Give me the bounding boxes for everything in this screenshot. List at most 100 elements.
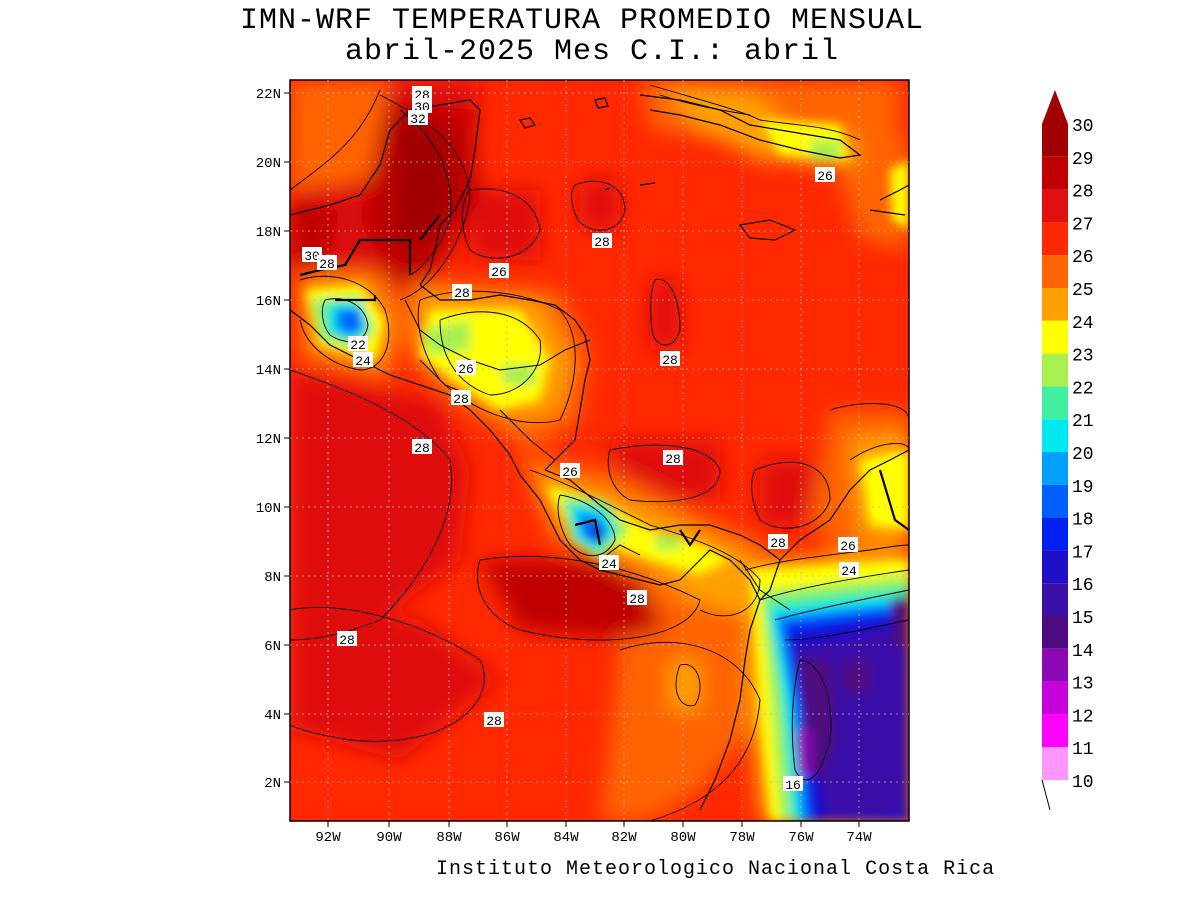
contour-label: 28 [317,255,337,272]
contour-label-text: 28 [665,452,681,467]
contour-label-text: 26 [817,169,833,184]
colorbar-label: 13 [1072,675,1094,695]
colorbar-label: 25 [1072,281,1094,301]
colorbar-swatch [1042,288,1068,321]
contour-lines [290,84,909,821]
colorbar: 30 29 28 27 26 25 24 23 22 21 20 19 18 17 16 15 14 13 12 11… [1041,90,1094,811]
colorbar-swatch [1042,648,1068,682]
lat-label: 10N [256,501,281,517]
colorbar-swatch [1042,747,1068,780]
contour-label: 24 [839,562,859,579]
contour-label-text: 24 [841,564,857,579]
contour-label: 26 [560,463,580,480]
contour-label: 28 [452,284,472,301]
lon-label: 78W [729,830,755,846]
colorbar-swatch [1042,353,1068,387]
lat-label: 22N [256,87,281,103]
colorbar-swatch [1042,452,1068,485]
lon-label: 84W [553,830,579,846]
colorbar-top-arrow [1042,90,1068,124]
colorbar-swatch [1042,222,1068,256]
colorbar-label: 28 [1072,183,1094,203]
contour-label: 28 [412,439,432,456]
colorbar-swatch [1042,484,1068,518]
contour-label-text: 26 [562,465,578,480]
colorbar-label: 12 [1072,707,1094,727]
colorbar-swatch [1042,517,1068,551]
contour-label-text: 28 [770,536,786,551]
contour-label-text: 26 [458,362,474,377]
contour-label: 28 [451,390,471,407]
temperature-field [290,80,909,821]
colorbar-swatch [1042,616,1068,649]
contour-label: 26 [815,167,835,184]
colorbar-swatch [1042,320,1068,354]
lat-label: 16N [256,294,281,310]
contour-label: 28 [337,631,357,648]
colorbar-label: 21 [1072,412,1094,432]
axes: 22N 20N 18N 16N 14N 12N 10N 8N 6N 4N 2N 92W 90W 88W 86… [256,87,872,846]
colorbar-swatch [1042,681,1068,715]
colorbar-label: 16 [1072,576,1094,596]
lat-label: 2N [264,776,281,792]
colorbar-label: 15 [1072,609,1094,629]
colorbar-label: 19 [1072,478,1094,498]
contour-label: 26 [456,360,476,377]
contour-label: 28 [768,534,788,551]
colorbar-label: 18 [1072,511,1094,531]
contour-label: 24 [599,555,619,572]
lat-label: 14N [256,363,281,379]
coastlines [290,94,909,811]
lat-label: 18N [256,225,281,241]
colorbar-swatch [1042,714,1068,748]
contour-label-text: 28 [662,353,678,368]
colorbar-swatch [1042,419,1068,452]
contour-label-text: 28 [453,392,469,407]
contour-label-text: 22 [350,338,366,353]
colorbar-label: 26 [1072,248,1094,268]
colorbar-label: 29 [1072,150,1094,170]
lat-label: 20N [256,156,281,172]
contour-label-text: 26 [491,265,507,280]
contour-label-text: 24 [355,354,371,369]
map-subtitle: abril-2025 Mes C.I.: abril [344,35,840,69]
contour-label-text: 24 [601,557,617,572]
contour-label: 16 [783,776,803,793]
lon-label: 92W [315,830,341,846]
lon-label: 86W [494,830,520,846]
contour-label-text: 30 [304,249,320,264]
lon-label: 88W [436,830,462,846]
colorbar-label: 14 [1072,642,1094,662]
colorbar-swatch [1042,156,1068,190]
contour-label-text: 32 [410,112,426,127]
colorbar-label: 30 [1072,117,1094,137]
colorbar-swatch [1042,386,1068,420]
colorbar-swatch [1042,255,1068,288]
contour-label-text: 28 [319,257,335,272]
colorbar-label: 10 [1072,773,1094,793]
colorbar-label: 11 [1072,740,1094,760]
colorbar-swatch [1042,189,1068,223]
contour-label: 32 [408,110,428,127]
contour-label: 24 [353,352,373,369]
colorbar-label: 27 [1072,215,1094,235]
contour-label: 22 [348,336,368,353]
lon-label: 90W [376,830,402,846]
colorbar-swatch [1042,124,1068,157]
lon-label: 80W [670,830,696,846]
contour-label: 28 [663,450,683,467]
colorbar-bottom-arrow [1041,779,1051,811]
colorbar-label: 23 [1072,347,1094,367]
contour-label-text: 16 [785,778,801,793]
lat-label: 4N [264,708,281,724]
colorbar-label: 24 [1072,314,1094,334]
colorbar-label: 17 [1072,543,1094,563]
lon-label: 74W [846,830,872,846]
lat-label: 6N [264,639,281,655]
contour-label: 26 [489,263,509,280]
lon-label: 82W [611,830,637,846]
contour-label-text: 28 [594,235,610,250]
lat-label: 8N [264,570,281,586]
contour-label-text: 28 [454,286,470,301]
lon-label: 76W [788,830,814,846]
